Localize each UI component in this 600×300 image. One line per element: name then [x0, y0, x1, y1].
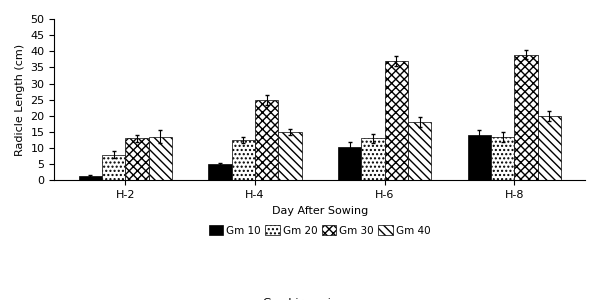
Bar: [255, 100, 278, 180]
Bar: [467, 135, 491, 180]
Text: Gambirmanis: Gambirmanis: [263, 298, 337, 300]
Legend: Gm 10, Gm 20, Gm 30, Gm 40: Gm 10, Gm 20, Gm 30, Gm 40: [205, 221, 435, 240]
Bar: [361, 138, 385, 180]
Bar: [278, 132, 302, 180]
X-axis label: Day After Sowing: Day After Sowing: [272, 206, 368, 216]
Bar: [125, 138, 149, 180]
Y-axis label: Radicle Length (cm): Radicle Length (cm): [15, 44, 25, 156]
Bar: [232, 140, 255, 180]
Bar: [149, 137, 172, 180]
Bar: [79, 176, 102, 180]
Bar: [102, 154, 125, 180]
Bar: [538, 116, 561, 180]
Bar: [514, 55, 538, 180]
Bar: [408, 122, 431, 180]
Bar: [385, 61, 408, 180]
Bar: [338, 146, 361, 180]
Bar: [491, 137, 514, 180]
Bar: [208, 164, 232, 180]
